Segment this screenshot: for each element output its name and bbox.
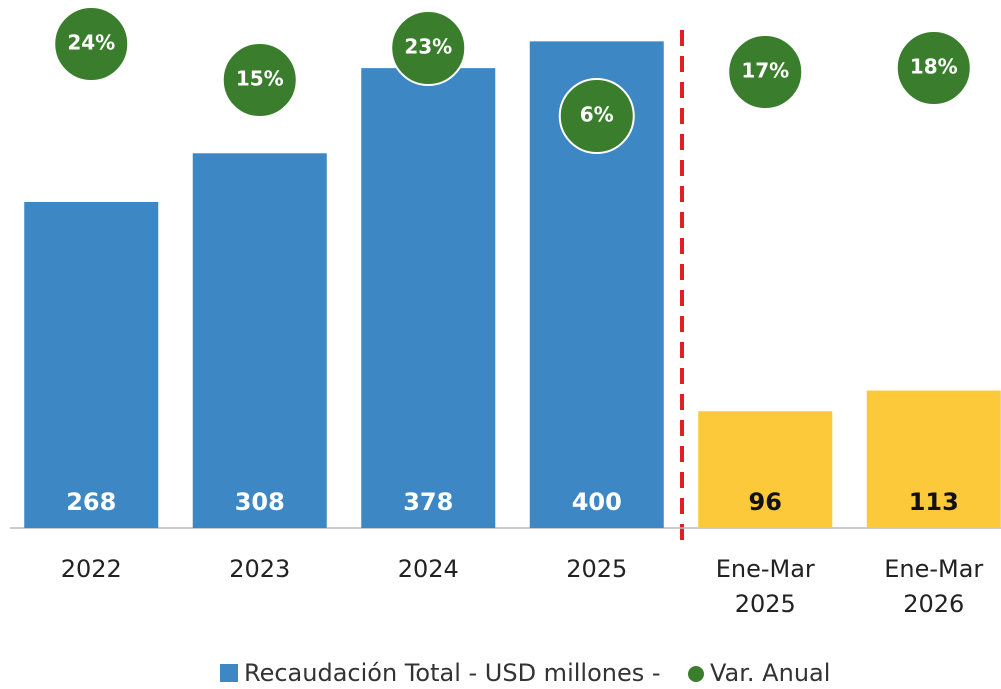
legend-swatch [688,666,704,682]
var-dot [727,34,804,110]
bar [698,411,833,528]
legend-label: Recaudación Total - USD millones - [244,659,661,687]
x-tick-label: Ene-Mar 2026 [884,555,984,618]
x-tick-label: 2022 [60,555,122,583]
var-dot [390,10,467,86]
bar-value-label: 400 [572,488,622,516]
var-dot [895,30,972,106]
var-label: 23% [404,35,452,59]
var-label: 18% [910,55,958,79]
bar-value-label: 113 [909,488,959,516]
bar [192,153,327,528]
x-tick-label: 2024 [397,555,459,583]
var-label: 6% [580,103,614,127]
bar-value-label: 96 [749,488,782,516]
var-dot [53,6,130,82]
bar [866,390,1001,528]
bar-value-label: 268 [66,488,116,516]
x-tick-label: Ene-Mar 2025 [715,555,815,618]
var-label: 24% [67,31,115,55]
var-dot [558,78,635,154]
bar-value-label: 308 [235,488,285,516]
var-label: 17% [741,59,789,83]
x-tick-label: 2025 [566,555,628,583]
bar [361,68,496,529]
var-dot [221,42,298,118]
var-label: 15% [236,67,284,91]
x-tick-label: 2023 [229,555,291,583]
legend-swatch [220,664,238,682]
legend-label: Var. Anual [710,659,830,687]
bar [24,201,159,528]
bar-value-label: 378 [403,488,453,516]
